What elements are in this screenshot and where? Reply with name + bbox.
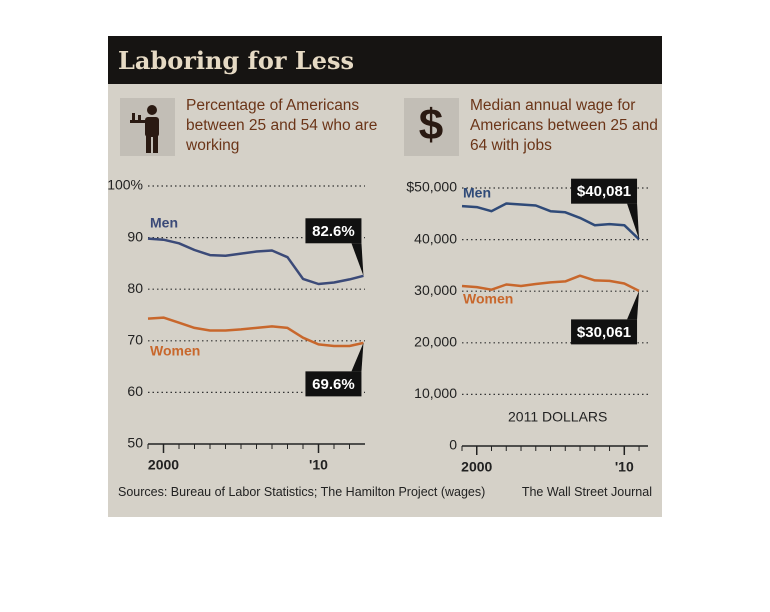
note: 2011 DOLLARS: [508, 409, 607, 425]
subtitle: Percentage of Americans between 25 and 5…: [186, 97, 378, 154]
y-tick-label: 30,000: [414, 282, 457, 298]
credit: The Wall Street Journal: [521, 485, 652, 499]
subtitle: Median annual wage for Americans between…: [470, 97, 658, 154]
y-tick-label: 0: [449, 437, 457, 453]
y-tick-label: 50: [127, 435, 143, 451]
x-tick-label: 2000: [148, 457, 179, 473]
callout-pointer: [351, 342, 364, 372]
y-tick-label: 40,000: [414, 230, 457, 246]
icon-box: [404, 98, 459, 156]
legend-label: Women: [150, 343, 200, 359]
callout-box: [305, 371, 362, 397]
series-line: [147, 316, 364, 348]
callout-box: [571, 319, 638, 345]
callout-box: [571, 178, 638, 204]
x-tick-label: '10: [615, 459, 634, 475]
callout-pointer: [351, 243, 364, 276]
title-bar: [108, 36, 662, 84]
y-tick-label: 10,000: [414, 385, 457, 401]
icon: $: [419, 101, 443, 150]
waiter-icon: [130, 105, 159, 153]
y-tick-label: 70: [127, 332, 143, 348]
series-line: [461, 202, 640, 241]
value-label: 82.6%: [312, 223, 355, 240]
y-tick-label: 20,000: [414, 334, 457, 350]
x-tick-label: 2000: [461, 459, 492, 475]
series-line: [461, 274, 640, 293]
y-tick-label: 80: [127, 280, 143, 296]
legend-label: Men: [463, 185, 491, 201]
title: Laboring for Less: [118, 46, 355, 75]
callout-pointer: [627, 203, 640, 240]
charts: 50 60 70 80 90 100% 2000 '10 Men 82.6% Women 69.6% 0…: [108, 98, 648, 475]
series-line: [147, 237, 364, 286]
value-label: 69.6%: [312, 376, 355, 393]
y-tick-label: 90: [127, 228, 143, 244]
source: Sources: Bureau of Labor Statistics; The…: [118, 485, 486, 499]
callout-box: [305, 218, 362, 244]
y-tick-label: 100%: [108, 177, 143, 193]
callout-pointer: [627, 290, 640, 320]
y-tick-label: 60: [127, 383, 143, 399]
value-label: $30,061: [577, 324, 631, 341]
value-label: $40,081: [577, 183, 631, 200]
graphic: Laboring for Less 50 60 70 80 90 100% 2000 '10 M…: [108, 36, 662, 517]
legend-label: Men: [150, 215, 178, 231]
x-tick-label: '10: [309, 457, 328, 473]
legend-label: Women: [463, 291, 513, 307]
y-tick-label: $50,000: [406, 179, 457, 195]
